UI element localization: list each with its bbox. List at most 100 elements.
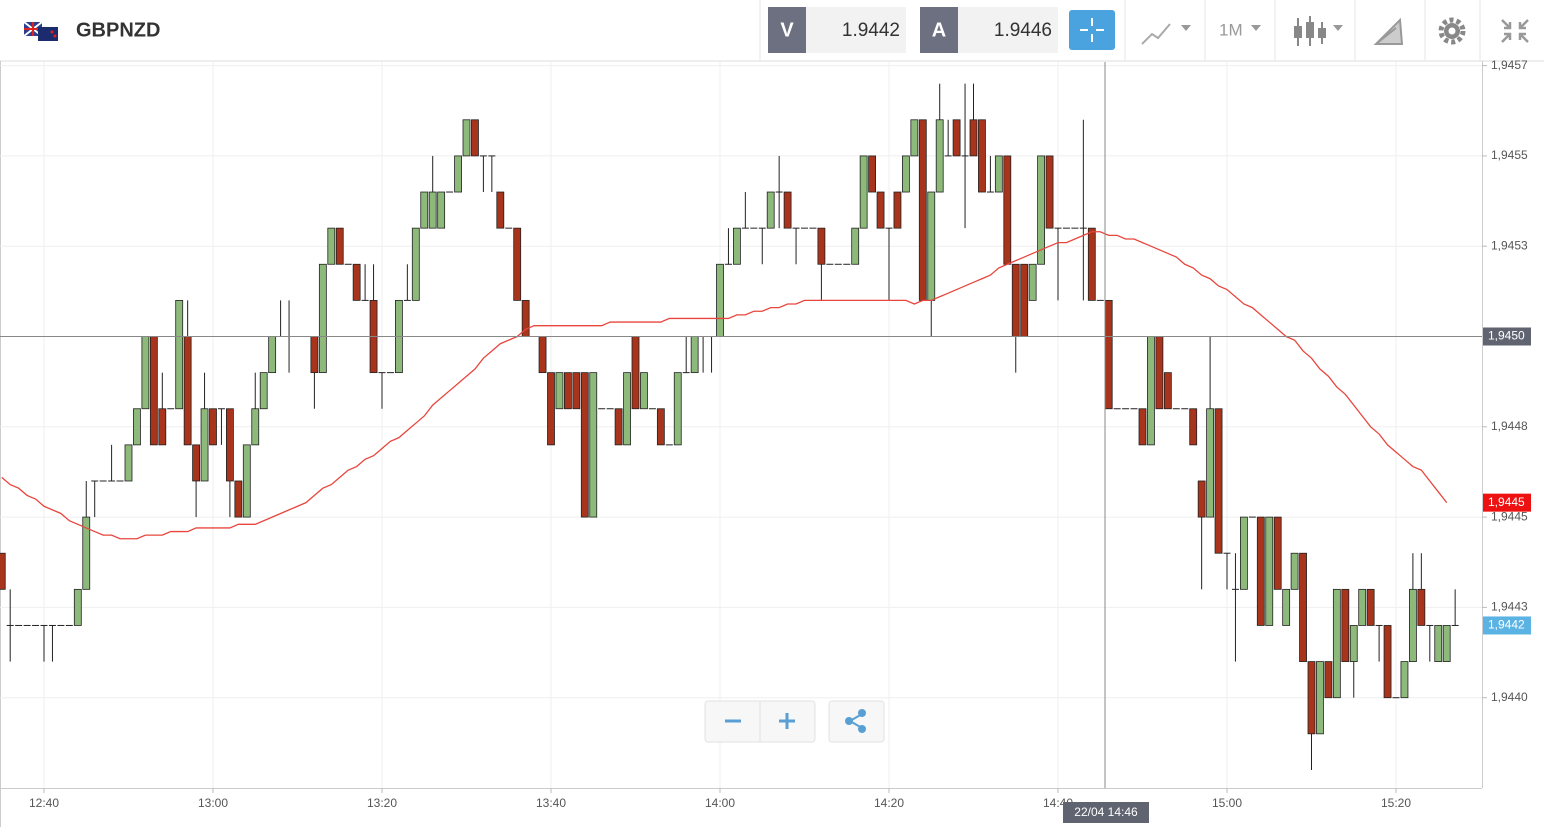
candle-body [1417, 588, 1426, 626]
candle-body [335, 227, 344, 265]
sell-button[interactable] [768, 7, 806, 53]
candle-body [141, 336, 150, 410]
buy-button[interactable] [920, 7, 958, 53]
candle-body [902, 155, 910, 193]
candle-body [564, 372, 572, 410]
candle-body [538, 336, 547, 374]
crosshair-time-box [1063, 802, 1149, 823]
candle-body [225, 408, 234, 482]
candle-body [935, 119, 944, 193]
candle-body [175, 299, 184, 410]
x-tick-label: 13:00 [198, 796, 228, 810]
crosshair-button[interactable] [1069, 10, 1115, 50]
moving-average [1, 231, 1448, 540]
candle-body [82, 516, 91, 590]
y-tick-label: 1,9453 [1491, 238, 1528, 252]
candle-body [673, 372, 682, 446]
candle-body [1003, 155, 1012, 265]
candle-body [893, 191, 902, 229]
candle-body [978, 119, 986, 193]
candle-body [411, 227, 420, 301]
candle-body [547, 372, 555, 446]
crosshair-price-label: 1,9450 [1488, 329, 1525, 343]
drawing-tool-button[interactable] [1373, 17, 1404, 45]
candle-body [1206, 408, 1214, 518]
sell-price-box[interactable] [806, 7, 906, 53]
y-tick-label: 1,9448 [1491, 419, 1528, 433]
candle-body [200, 408, 209, 482]
candle-body [1324, 661, 1333, 699]
candle-body [420, 191, 429, 229]
candle-body [927, 191, 936, 301]
candle-body [766, 191, 775, 229]
candle-body [640, 372, 648, 410]
candle-body [733, 227, 741, 265]
candle-body [817, 227, 826, 265]
candle-body [1349, 625, 1358, 662]
ma-label-box [1483, 493, 1531, 512]
candle-body [918, 119, 927, 301]
flag-nz [38, 27, 58, 41]
candle-body [183, 336, 192, 446]
candle-style-button[interactable] [1294, 16, 1343, 46]
candle-body [1366, 588, 1375, 626]
y-tick-label: 1,9443 [1491, 600, 1528, 614]
candle-body [1282, 588, 1291, 626]
candle-body [1434, 625, 1443, 662]
candle-body [631, 336, 640, 410]
candle-body [124, 444, 133, 482]
candle-body [1189, 408, 1198, 446]
candle-body [589, 372, 598, 518]
gear-teeth [1438, 17, 1466, 45]
share-icon [845, 717, 853, 725]
settings-button[interactable] [1438, 17, 1466, 45]
candle-body [1316, 661, 1324, 735]
x-tick-label: 13:20 [367, 796, 397, 810]
overlay: 1,9450 1,9445 1,9442 22/04 14:46 [0, 62, 1531, 823]
candle-body [868, 155, 876, 193]
candle-body [580, 372, 589, 518]
crosshair-icon [1080, 18, 1104, 42]
candle-body [1358, 588, 1367, 626]
zoom-in-button[interactable] [779, 713, 795, 729]
candle-icon [1294, 26, 1302, 38]
candle-body [1273, 516, 1282, 590]
chart-type-icon [1141, 23, 1171, 45]
x-tick-label: 14:20 [874, 796, 904, 810]
candle-body [133, 408, 141, 446]
collapse-button[interactable] [1501, 19, 1529, 43]
sell-label: V [780, 19, 794, 41]
candle-body [268, 336, 277, 374]
candle-body [1020, 263, 1029, 337]
x-tick-label: 12:40 [29, 796, 59, 810]
candle-body [513, 227, 522, 301]
candle-body [1045, 155, 1054, 229]
candle-body [327, 227, 336, 265]
candle-body [1307, 661, 1316, 735]
buy-price-box[interactable] [958, 7, 1058, 53]
candle-body [1400, 661, 1409, 699]
chart-type-button[interactable] [1141, 23, 1191, 45]
crosshair-time-label: 22/04 14:46 [1074, 805, 1138, 819]
ma-label: 1,9445 [1488, 495, 1525, 509]
candle-body [0, 552, 6, 590]
candle-body [1138, 408, 1147, 446]
buy-label: A [932, 19, 946, 41]
candle-body [73, 588, 82, 626]
symbol: GBPNZD [76, 19, 160, 41]
dropdown-arrow [1251, 25, 1261, 31]
candle-body [572, 372, 581, 410]
x-tick-label: 13:40 [536, 796, 566, 810]
candle-body [496, 191, 505, 229]
candle-body [1155, 336, 1164, 410]
y-tick-label: 1,9440 [1491, 690, 1528, 704]
candle-body [1409, 588, 1417, 662]
timeframe-button[interactable]: 1M [1219, 20, 1261, 39]
candle-body [1256, 516, 1265, 626]
dropdown-arrow [1333, 25, 1343, 31]
candle-body [876, 191, 885, 229]
share-button[interactable] [845, 709, 866, 733]
candle-body [1087, 227, 1096, 301]
sell-price: 1.9442 [842, 20, 900, 41]
candle-body [454, 155, 462, 193]
